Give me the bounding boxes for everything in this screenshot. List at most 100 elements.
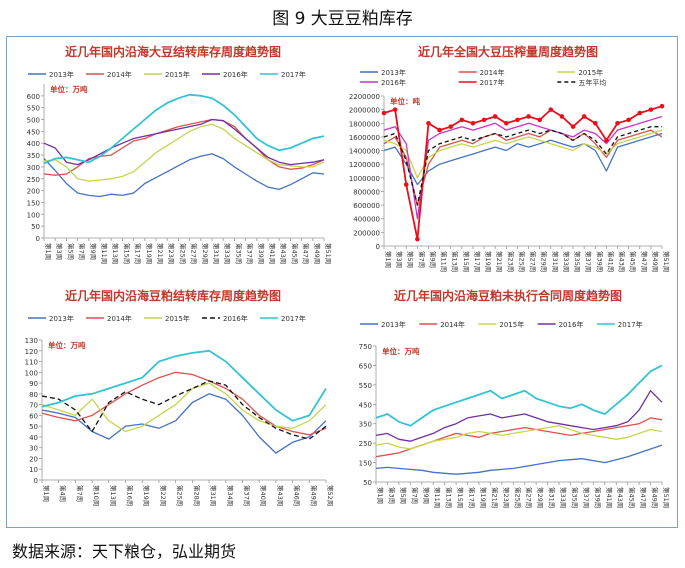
series-point — [392, 107, 398, 112]
x-tick-label: 第37周 — [246, 243, 255, 264]
x-tick-label: 第37周 — [584, 251, 593, 272]
x-tick-label: 第3周 — [55, 243, 64, 260]
y-tick-label: 50 — [363, 479, 372, 487]
y-tick-label: 2200000 — [349, 93, 380, 101]
legend-label: 2017年 — [618, 320, 643, 329]
x-tick-label: 第19周 — [142, 485, 151, 506]
series-point — [448, 124, 454, 129]
chart-soybean-crush: 近几年全国大豆压榨量周度趋势图 2013年 2014年 2015年 2016年 2017年… — [349, 44, 671, 272]
x-tick-label: 第47周 — [302, 243, 311, 264]
x-tick-label: 第43周 — [618, 251, 627, 272]
x-tick-label: 第28周 — [192, 485, 201, 506]
series-point — [604, 138, 609, 143]
x-tick-label: 第17周 — [468, 487, 477, 508]
series-point — [648, 107, 654, 112]
x-tick-label: 第25周 — [176, 485, 185, 506]
legend-label: 五年平均 — [578, 78, 606, 87]
x-tick-label: 第31周 — [551, 251, 560, 272]
x-tick-label: 第31周 — [548, 487, 557, 508]
x-tick-label: 第1周 — [42, 485, 51, 502]
series-point — [548, 107, 554, 112]
legend-label: 2016年 — [381, 78, 406, 87]
x-tick-label: 第52周 — [326, 485, 335, 506]
y-tick-label: 200 — [27, 188, 40, 196]
x-tick-label: 第11周 — [440, 251, 449, 272]
x-tick-label: 第13周 — [109, 485, 118, 506]
x-tick-label: 第40周 — [259, 485, 268, 506]
y-tick-label: 550 — [27, 105, 40, 113]
y-tick-label: 150 — [27, 199, 40, 207]
series-line — [375, 417, 663, 458]
x-tick-label: 第25周 — [517, 251, 526, 272]
x-tick-label: 第13周 — [451, 251, 460, 272]
y-tick-label: 600 — [27, 93, 40, 101]
x-tick-label: 第34周 — [226, 485, 235, 506]
source-note: 数据来源：天下粮仓，弘业期货 — [12, 542, 237, 561]
x-tick-label: 第43周 — [616, 487, 625, 508]
series-point — [437, 127, 442, 133]
chart-meal-stock: 近几年国内沿海豆粕结转库存周度趋势图 2013年 2014年 2015年 2016年 20… — [25, 288, 335, 506]
x-tick-label: 第31周 — [212, 243, 221, 264]
y-tick-label: 450 — [27, 128, 40, 136]
x-tick-label: 第27周 — [190, 243, 199, 264]
legend-label: 2017年 — [281, 314, 306, 323]
series-line — [41, 382, 327, 433]
y-tick-label: 250 — [27, 176, 40, 184]
x-tick-label: 第1周 — [44, 243, 53, 260]
x-tick-label: 第23周 — [506, 251, 515, 272]
x-tick-label: 第23周 — [167, 243, 176, 264]
x-tick-label: 第9周 — [89, 243, 98, 260]
x-tick-label: 第5周 — [406, 251, 415, 268]
y-tick-label: 130 — [25, 337, 38, 345]
x-tick-label: 第10周 — [92, 485, 101, 506]
x-tick-label: 第19周 — [484, 251, 493, 272]
y-tick-label: 150 — [359, 460, 372, 468]
x-tick-label: 第47周 — [639, 487, 648, 508]
series-line — [383, 129, 663, 206]
legend-label: 2014年 — [480, 68, 505, 77]
x-tick-label: 第37周 — [242, 485, 251, 506]
series-line — [41, 380, 327, 440]
x-tick-label: 第15周 — [462, 251, 471, 272]
series-line — [43, 93, 325, 165]
series-point — [637, 110, 643, 116]
x-tick-label: 第7周 — [75, 485, 84, 502]
x-tick-label: 第3周 — [387, 487, 396, 504]
legend-label: 2014年 — [440, 320, 465, 329]
x-tick-label: 第7周 — [410, 487, 419, 504]
series-point — [459, 117, 465, 123]
legend-label: 2015年 — [499, 320, 524, 329]
x-tick-label: 第15周 — [122, 243, 131, 264]
series-point — [659, 103, 665, 109]
x-tick-label: 第17周 — [134, 243, 143, 264]
x-tick-label: 第5周 — [66, 243, 75, 260]
x-tick-label: 第41周 — [605, 487, 614, 508]
y-tick-label: 300 — [27, 164, 40, 172]
y-tick-label: 200000 — [353, 229, 380, 237]
y-tick-label: 750 — [359, 343, 372, 351]
y-tick-label: 90 — [29, 380, 38, 388]
x-tick-label: 第27周 — [529, 251, 538, 272]
series-point — [559, 114, 565, 119]
chart-meal-contracts: 近几年国内沿海豆粕未执行合同周度趋势图 2013年 2014年 2015年 2016年 2… — [359, 288, 671, 508]
y-tick-label: 2000000 — [349, 107, 380, 115]
x-tick-label: 第27周 — [525, 487, 534, 508]
x-tick-label: 第19周 — [145, 243, 154, 264]
legend-label: 2017年 — [281, 70, 306, 79]
series-point — [537, 117, 542, 123]
x-tick-label: 第17周 — [473, 251, 482, 272]
series-line — [43, 118, 325, 166]
y-tick-label: 250 — [359, 440, 372, 448]
y-tick-label: 450 — [359, 401, 372, 409]
series-point — [615, 120, 620, 126]
y-tick-label: 30 — [29, 445, 38, 453]
unit-label: 单位：万吨 — [382, 346, 420, 356]
y-tick-label: 0 — [34, 477, 38, 485]
legend-label: 2015年 — [165, 70, 190, 79]
x-tick-label: 第39周 — [593, 487, 602, 508]
legend-label: 2017年 — [480, 78, 505, 87]
chart-title: 近几年国内沿海豆粕未执行合同周度趋势图 — [394, 288, 622, 303]
x-tick-label: 第41周 — [268, 243, 277, 264]
x-tick-label: 第43周 — [276, 485, 285, 506]
series-point — [415, 236, 420, 242]
